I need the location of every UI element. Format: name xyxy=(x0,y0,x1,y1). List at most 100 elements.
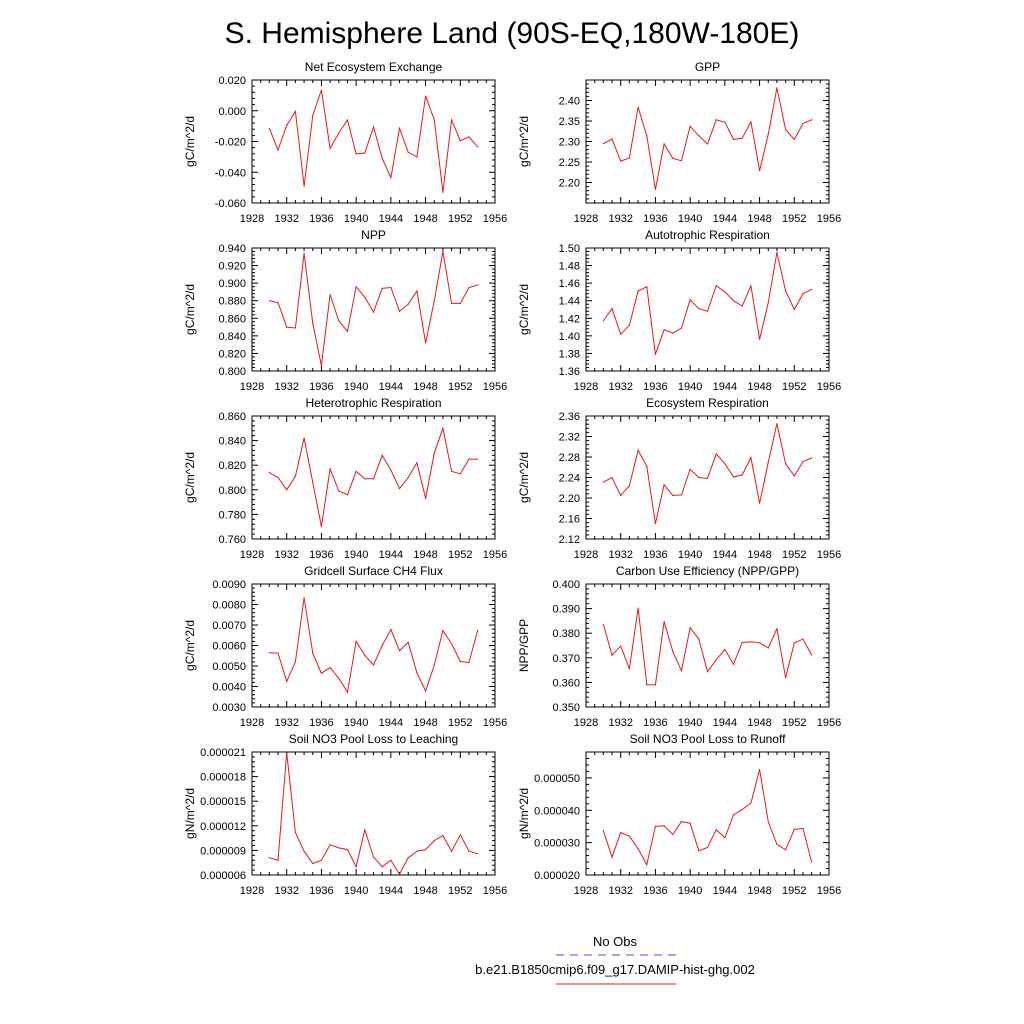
data-point xyxy=(689,468,691,470)
data-point xyxy=(320,859,323,861)
data-point xyxy=(451,643,453,645)
data-point xyxy=(294,831,296,833)
y-tick-label: 0.000006 xyxy=(200,870,246,882)
y-tick-label: 0.0050 xyxy=(212,661,246,673)
x-tick-label: 1944 xyxy=(379,381,403,393)
data-point xyxy=(602,481,604,483)
x-tick-label: 1940 xyxy=(678,717,702,729)
y-tick-label: 0.860 xyxy=(218,411,246,423)
data-point xyxy=(312,481,314,484)
series-line xyxy=(602,252,812,355)
data-point xyxy=(802,293,804,295)
data-point xyxy=(390,859,392,861)
data-point xyxy=(741,137,743,139)
data-point xyxy=(620,494,622,497)
y-axis-label: gN/m^2/d xyxy=(517,788,531,839)
panel-title: NPP xyxy=(361,228,386,242)
data-point xyxy=(724,121,726,123)
x-tick-label: 1936 xyxy=(643,717,667,729)
data-point xyxy=(338,847,340,849)
y-tick-label: 2.25 xyxy=(559,157,580,169)
x-tick-label: 1944 xyxy=(713,717,737,729)
y-axis-label: gN/m^2/d xyxy=(183,788,197,839)
series-line xyxy=(269,251,478,366)
x-tick-label: 1932 xyxy=(608,717,632,729)
data-point xyxy=(680,820,683,823)
x-tick-label: 1940 xyxy=(678,549,702,561)
x-tick-label: 1952 xyxy=(448,381,472,393)
x-tick-label: 1944 xyxy=(713,213,737,225)
x-tick-label: 1956 xyxy=(483,717,507,729)
data-point xyxy=(802,827,804,829)
x-tick-label: 1932 xyxy=(608,213,632,225)
data-point xyxy=(390,628,392,631)
y-tick-label: 0.000015 xyxy=(200,796,246,808)
data-point xyxy=(398,487,401,490)
data-point xyxy=(750,456,752,459)
x-tick-label: 1928 xyxy=(574,213,598,225)
data-point xyxy=(303,597,305,599)
y-tick-label: 0.0030 xyxy=(212,702,246,714)
data-point xyxy=(776,87,778,89)
data-point xyxy=(364,152,366,154)
y-tick-label: 0.000012 xyxy=(200,821,246,833)
data-point xyxy=(416,290,418,292)
y-tick-label: 0.380 xyxy=(552,628,580,640)
y-axis-label: gC/m^2/d xyxy=(183,620,197,671)
panel-4: Heterotrophic Respiration gC/m^2/d 1928 193… xyxy=(183,396,507,561)
y-tick-label: 0.840 xyxy=(218,436,246,448)
data-point xyxy=(602,320,604,322)
data-point xyxy=(468,286,470,289)
data-point xyxy=(767,133,769,135)
y-tick-label: 0.350 xyxy=(552,702,580,714)
y-tick-label: 0.840 xyxy=(218,331,246,343)
plot-frame xyxy=(251,79,496,204)
data-point xyxy=(611,654,613,656)
plot-frame xyxy=(585,583,830,708)
y-tick-label: 1.36 xyxy=(559,366,580,378)
x-tick-label: 1944 xyxy=(713,885,737,897)
data-point xyxy=(277,301,279,304)
data-point xyxy=(637,449,639,451)
data-point xyxy=(802,461,804,463)
y-tick-label: 1.40 xyxy=(559,331,580,343)
panel-title: Carbon Use Efficiency (NPP/GPP) xyxy=(616,564,799,578)
x-tick-label: 1936 xyxy=(309,381,333,393)
y-tick-label: 0.000040 xyxy=(534,805,580,817)
data-point xyxy=(346,691,349,693)
data-point xyxy=(602,142,604,145)
data-point xyxy=(802,638,804,640)
data-point xyxy=(750,285,752,287)
data-point xyxy=(355,470,357,472)
y-tick-label: 2.32 xyxy=(559,432,580,444)
x-tick-label: 1948 xyxy=(747,213,771,225)
x-tick-label: 1948 xyxy=(747,885,771,897)
data-point xyxy=(346,494,349,496)
x-tick-label: 1944 xyxy=(379,717,403,729)
data-point xyxy=(611,856,613,858)
y-tick-label: 0.400 xyxy=(552,579,580,591)
data-point xyxy=(468,458,470,460)
data-point xyxy=(811,119,813,121)
data-point xyxy=(338,320,340,322)
y-tick-label: 0.900 xyxy=(218,278,246,290)
y-tick-label: 0.920 xyxy=(218,261,246,273)
data-point xyxy=(346,848,349,851)
y-axis-label: gC/m^2/d xyxy=(517,116,531,167)
panel-9: Soil NO3 Pool Loss to Runoff gN/m^2/d 1928… xyxy=(517,732,841,897)
data-point xyxy=(294,110,296,113)
data-point xyxy=(750,641,752,643)
data-point xyxy=(468,850,470,852)
data-point xyxy=(355,286,357,288)
data-point xyxy=(732,663,735,665)
y-tick-label: 0.860 xyxy=(218,313,246,325)
data-point xyxy=(416,672,418,674)
y-tick-label: 0.780 xyxy=(218,509,246,521)
x-tick-label: 1956 xyxy=(483,885,507,897)
data-point xyxy=(663,825,665,827)
data-point xyxy=(277,476,279,479)
x-tick-label: 1932 xyxy=(274,549,298,561)
data-point xyxy=(715,453,717,455)
y-tick-label: 2.20 xyxy=(559,493,580,505)
